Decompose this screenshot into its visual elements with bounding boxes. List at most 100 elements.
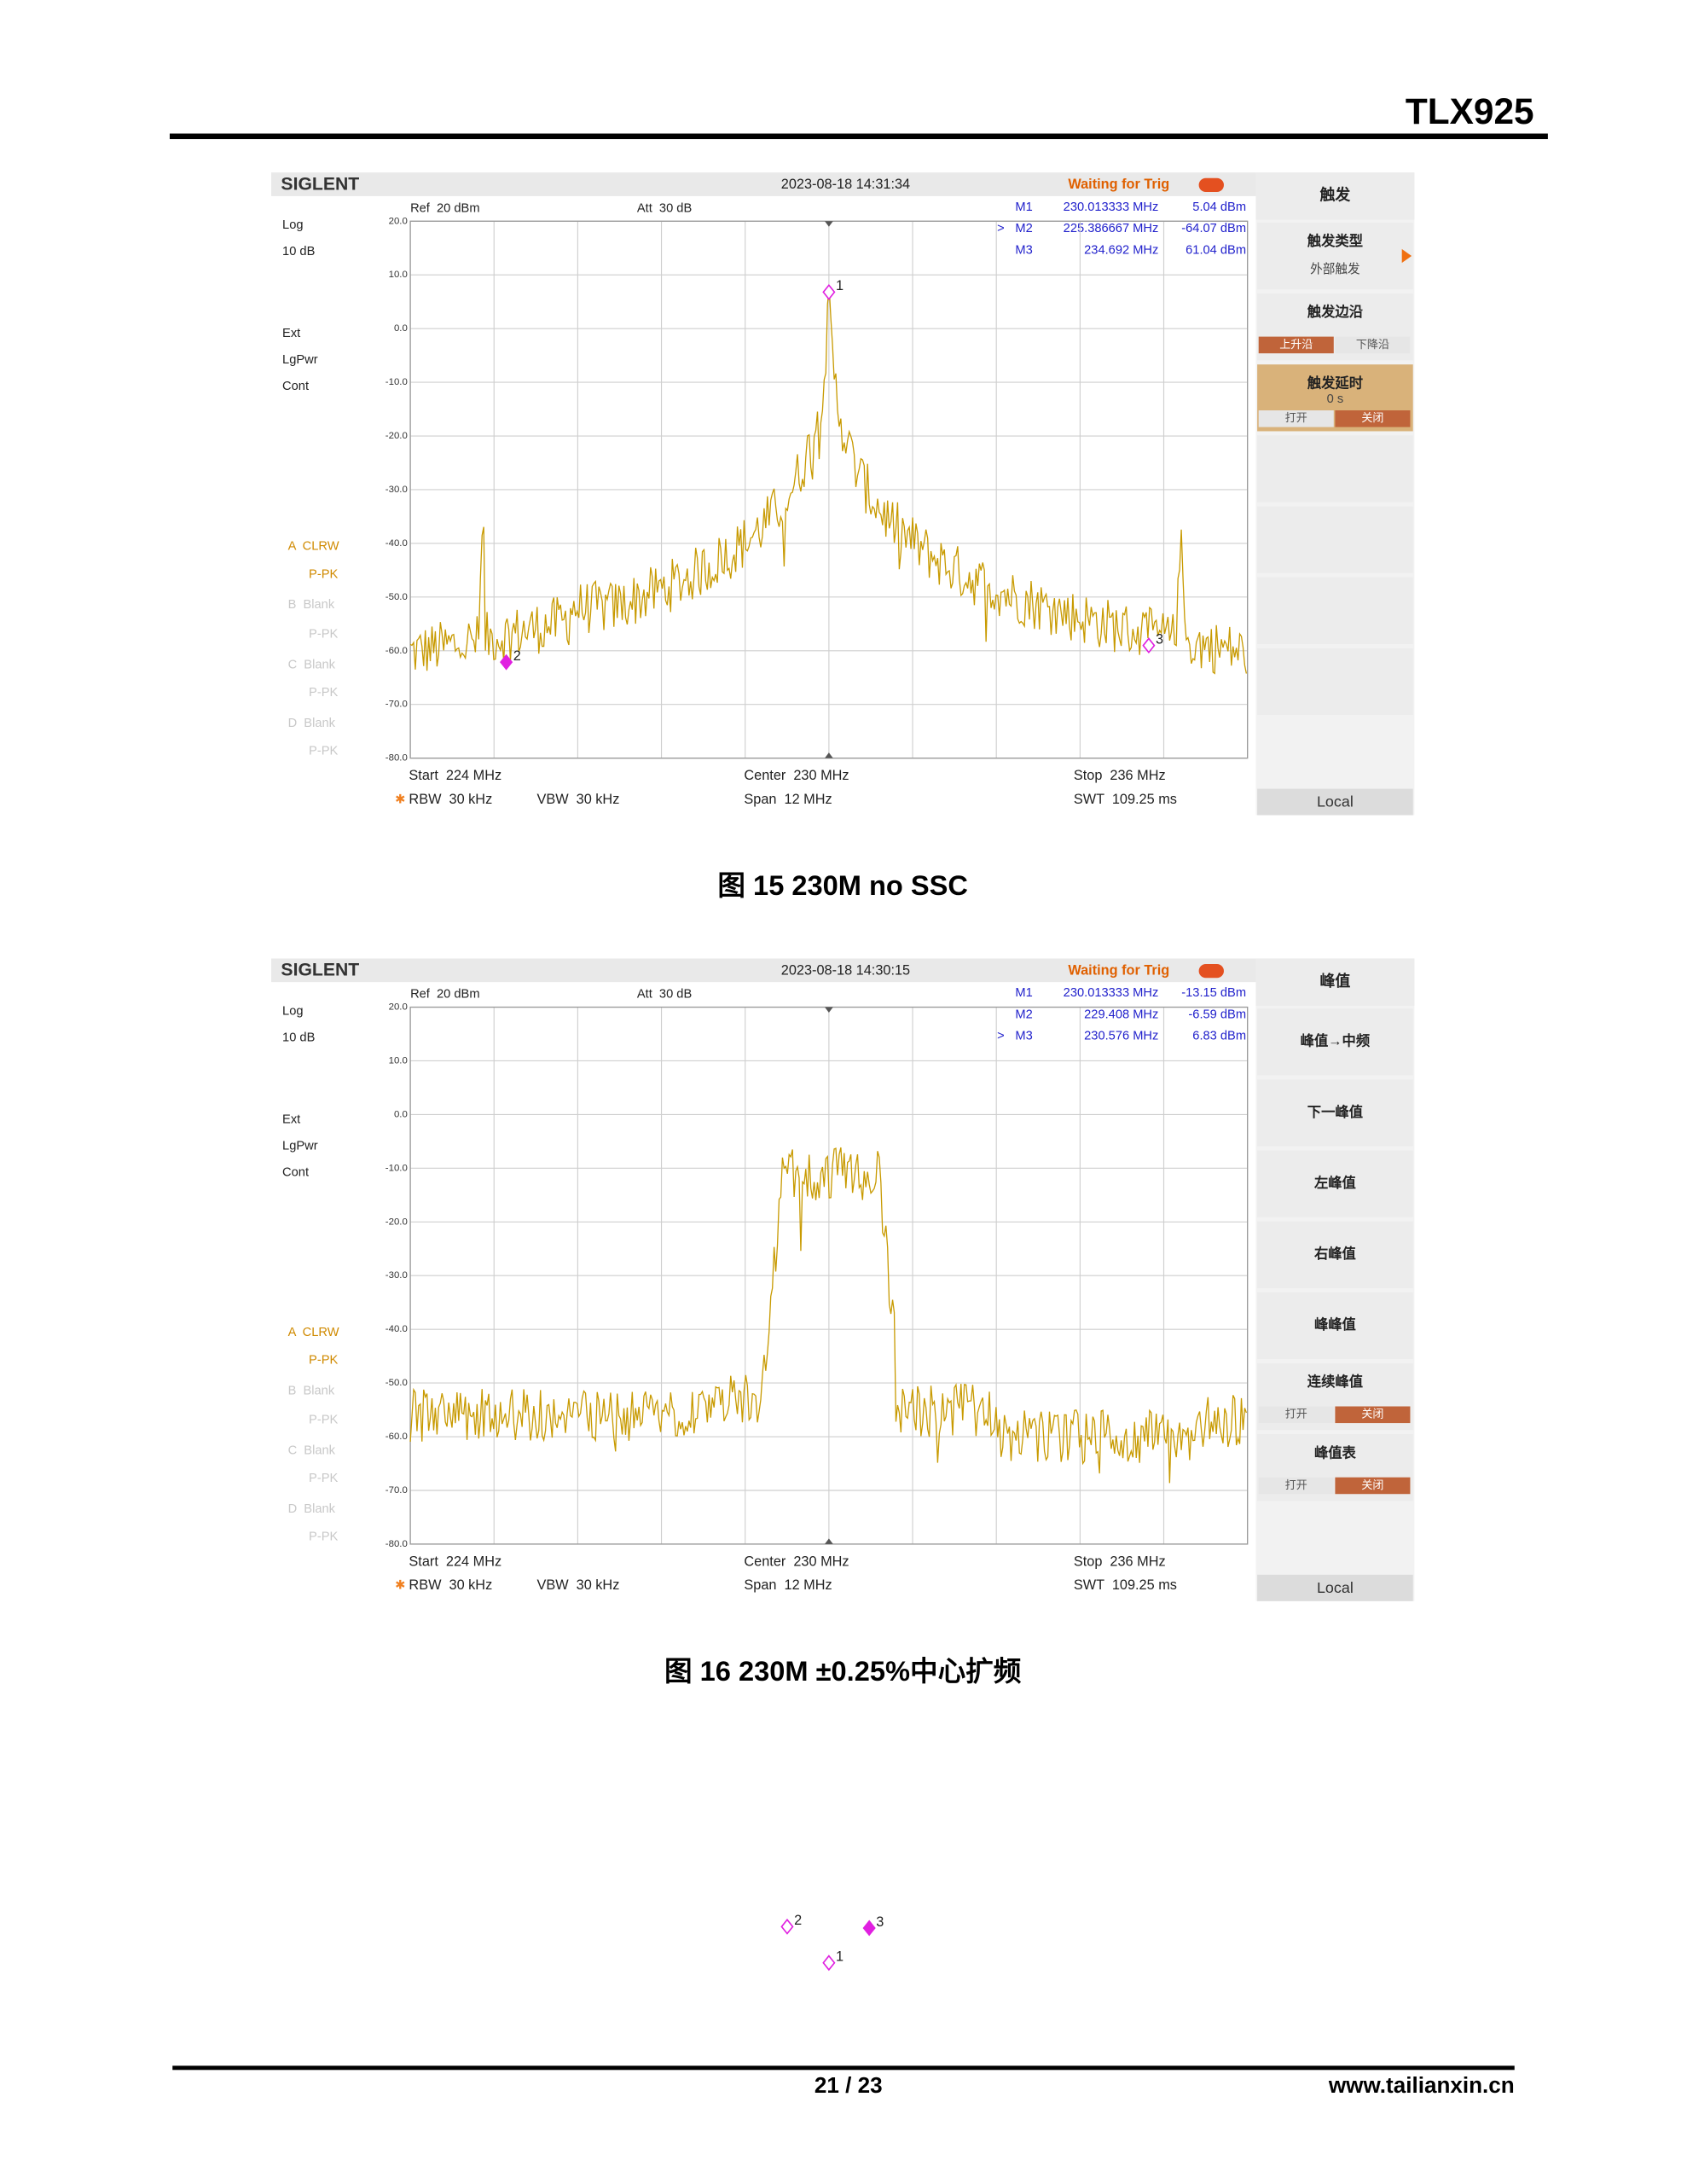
center-tick [824,1007,833,1014]
menu-option-label: 打开 [1285,1408,1307,1420]
trace-label: A CLRW [288,1326,339,1339]
menu-item [1257,435,1413,502]
caption: 图 15 230M no SSC [717,869,968,901]
menu-option [1258,410,1334,427]
trace-label: P-PK [309,627,338,641]
left-info: LgPwr [282,1139,318,1153]
figure: SIGLENT 2023-08-18 14:31:34 Waiting for Tr… [271,172,1415,816]
website: www.tailianxin.cn [1328,2072,1515,2098]
y-label: 10.0 [389,1055,408,1066]
menu-title: 触发 [1319,186,1350,204]
menu-option [1258,336,1334,354]
marker-label: 3 [876,1914,884,1930]
left-info: Cont [282,380,309,393]
y-label: -50.0 [386,592,408,602]
marker-diamond [822,283,836,300]
center-tick [824,1538,833,1544]
marker-name: M1 [1015,986,1032,1000]
footer-rule [172,2065,1515,2071]
menu-item [1257,648,1413,716]
bottom-rbw: RBW 30 kHz [409,1577,492,1593]
center-tick [824,221,833,227]
left-info: Ext [282,327,300,340]
menu-option-label: 关闭 [1361,1408,1383,1420]
screen-bg [271,958,1415,1601]
marker-level: -13.15 dBm [1181,986,1246,1000]
marker-freq: 229.408 MHz [1084,1008,1158,1021]
page-number: 21 / 23 [815,2072,883,2098]
top-bar [271,958,1256,983]
marker-name: M3 [1015,243,1032,257]
bottom-start: Start 224 MHz [409,768,501,783]
att: Att 30 dB [637,988,692,1002]
marker-diamond [500,653,513,671]
rbw-star: ✱ [395,793,405,806]
menu-label: 触发类型 [1307,233,1363,249]
menu-option [1335,410,1411,427]
menu-sub: 外部触发 [1310,262,1360,276]
bottom-stop: Stop 236 MHz [1074,1554,1166,1569]
menu-option-label: 打开 [1285,411,1307,424]
marker-freq: 234.692 MHz [1084,243,1158,257]
bottom-vbw: VBW 30 kHz [536,792,619,807]
caption: 图 16 230M ±0.25%中心扩频 [664,1655,1022,1687]
menu-option [1335,336,1411,354]
left-info: Log [282,1004,303,1018]
y-label: -20.0 [386,1217,408,1227]
left-info: Log [282,218,303,232]
left-info: 10 dB [282,1031,315,1044]
y-label: 0.0 [394,1109,408,1119]
menu-title-bg [1255,172,1415,220]
timestamp: 2023-08-18 14:30:15 [781,962,910,978]
y-label: -60.0 [386,1432,408,1442]
menu-option-label: 关闭 [1361,1478,1383,1491]
y-label: -40.0 [386,1324,408,1334]
trace-label: P-PK [309,567,338,581]
marker-freq: 230.013333 MHz [1064,200,1159,214]
y-label: -80.0 [386,1539,408,1549]
trace-label: C Blank [288,658,336,671]
menu-label: 下一峰值 [1307,1104,1363,1120]
marker-level: 5.04 dBm [1192,200,1246,214]
marker-freq: 230.576 MHz [1084,1030,1158,1043]
marker-diamond [780,1918,794,1935]
screen-bg [271,172,1415,816]
menu-footer-bg [1257,1574,1413,1601]
trace-label: P-PK [309,1354,338,1368]
bottom-swt: SWT 109.25 ms [1074,792,1177,807]
bottom-span: Span 12 MHz [744,1577,832,1593]
menu-arrow [1401,248,1412,264]
menu-option [1258,1406,1334,1424]
bottom-stop: Stop 236 MHz [1074,768,1166,783]
menu-option-label: 关闭 [1361,411,1383,424]
trace-label: A CLRW [288,540,339,554]
brand: SIGLENT [281,174,359,194]
y-label: -10.0 [386,1163,408,1173]
doc-title: TLX925 [1406,91,1534,131]
menu-footer: Local [1317,793,1354,810]
marker-label: 2 [513,648,521,664]
trace-label: P-PK [309,686,338,700]
marker-level: 6.83 dBm [1192,1030,1246,1043]
trace-label: P-PK [309,744,338,758]
menu-label: 触发边沿 [1307,304,1363,320]
y-label: 20.0 [389,216,408,226]
y-label: 20.0 [389,1002,408,1013]
bottom-span: Span 12 MHz [744,792,832,807]
status: Waiting for Trig [1068,177,1169,192]
y-label: -70.0 [386,1485,408,1496]
menu-label: 峰值→中频 [1301,1033,1371,1049]
menu-label: 连续峰值 [1307,1374,1363,1390]
trace-label: P-PK [309,1472,338,1485]
marker-label: 1 [836,1949,844,1965]
left-info: Cont [282,1165,309,1179]
menu-title-bg [1255,958,1415,1006]
menu-option [1335,1406,1411,1424]
menu-sub: 0 s [1327,392,1344,406]
trace-label: D Blank [288,1502,336,1516]
y-label: -50.0 [386,1378,408,1388]
y-label: -40.0 [386,538,408,549]
marker-prefix: > [997,1030,1005,1043]
marker-diamond [822,1955,836,1972]
marker-level: -6.59 dBm [1188,1008,1246,1021]
